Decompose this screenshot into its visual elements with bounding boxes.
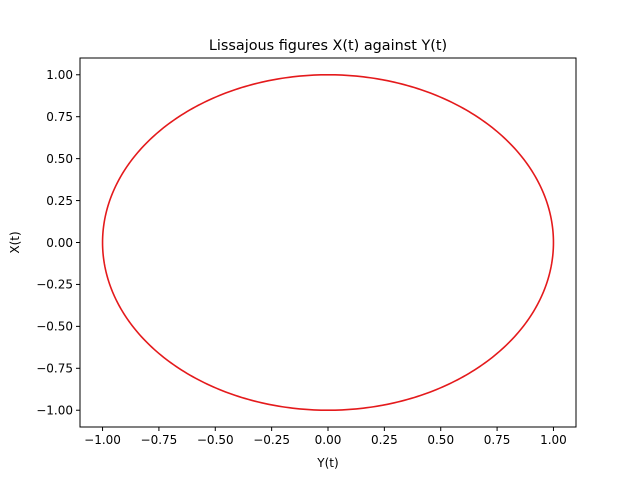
- plot-area: [101, 73, 555, 412]
- y-tick-label: 0.75: [46, 110, 73, 124]
- y-tick-label: −0.50: [36, 320, 73, 334]
- x-tick-label: −1.00: [84, 433, 121, 447]
- y-tick-label: 0.50: [46, 152, 73, 166]
- x-tick-label: 0.50: [427, 433, 454, 447]
- x-tick-label: −0.50: [197, 433, 234, 447]
- chart-title: Lissajous figures X(t) against Y(t): [209, 38, 447, 54]
- y-axis-label: X(t): [8, 231, 22, 253]
- x-tick-label: 0.75: [484, 433, 511, 447]
- axes-frame: [79, 57, 577, 428]
- y-tick-label: 1.00: [46, 68, 73, 82]
- y-axis: −1.00 −0.75 −0.50 −0.25 0.00 0.25 0.50 0.75 1.00: [36, 68, 80, 418]
- x-tick-label: 0.00: [315, 433, 342, 447]
- y-tick-label: 0.25: [46, 194, 73, 208]
- x-tick-label: −0.75: [141, 433, 178, 447]
- y-tick-label: −0.25: [36, 278, 73, 292]
- x-tick-label: 1.00: [540, 433, 567, 447]
- x-axis-label: Y(t): [316, 456, 338, 470]
- x-tick-label: 0.25: [371, 433, 398, 447]
- y-tick-label: −0.75: [36, 362, 73, 376]
- y-tick-label: 0.00: [46, 236, 73, 250]
- x-tick-label: −0.25: [253, 433, 290, 447]
- series-line-0: [101, 73, 555, 412]
- y-tick-label: −1.00: [36, 404, 73, 418]
- x-axis: −1.00 −0.75 −0.50 −0.25 0.00 0.25 0.50 0.75 1.00: [84, 427, 567, 447]
